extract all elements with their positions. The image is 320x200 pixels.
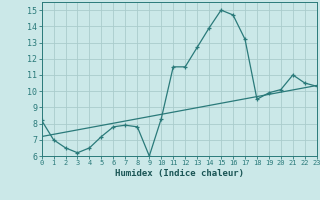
X-axis label: Humidex (Indice chaleur): Humidex (Indice chaleur)	[115, 169, 244, 178]
